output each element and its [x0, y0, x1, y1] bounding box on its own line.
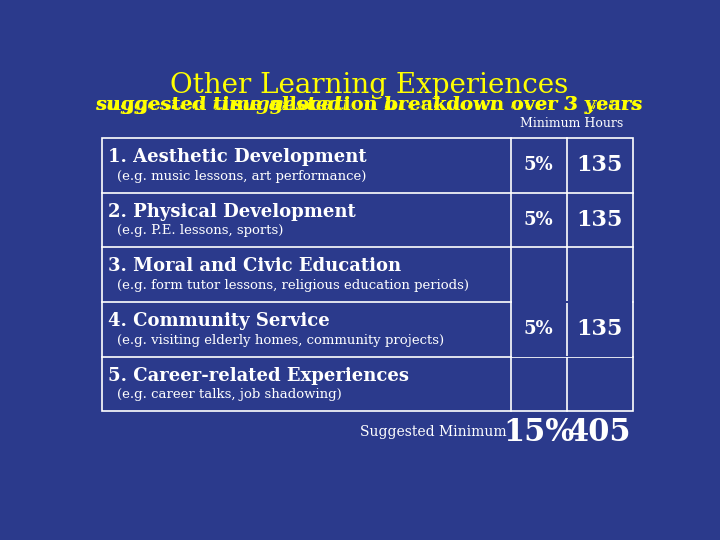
- Text: (e.g. P.E. lessons, sports): (e.g. P.E. lessons, sports): [117, 225, 284, 238]
- Text: 135: 135: [577, 318, 623, 340]
- Text: 4. Community Service: 4. Community Service: [108, 312, 330, 330]
- Text: suggested: suggested: [231, 96, 342, 114]
- Text: 1. Aesthetic Development: 1. Aesthetic Development: [108, 148, 366, 166]
- Text: 5%: 5%: [524, 320, 554, 338]
- Bar: [102, 138, 632, 411]
- Text: suggested time allocation breakdown over 3 years: suggested time allocation breakdown over…: [96, 96, 642, 114]
- Text: Suggested Minimum: Suggested Minimum: [360, 425, 507, 439]
- Text: 2. Physical Development: 2. Physical Development: [108, 202, 356, 221]
- Text: 5%: 5%: [524, 211, 554, 229]
- Text: (e.g. career talks, job shadowing): (e.g. career talks, job shadowing): [117, 388, 342, 401]
- Text: 405: 405: [568, 416, 631, 448]
- Text: 5. Career-related Experiences: 5. Career-related Experiences: [108, 367, 409, 385]
- Text: 135: 135: [577, 209, 623, 231]
- Text: (e.g. music lessons, art performance): (e.g. music lessons, art performance): [117, 170, 366, 183]
- Text: (e.g. form tutor lessons, religious education periods): (e.g. form tutor lessons, religious educ…: [117, 279, 469, 292]
- Text: suggested time allocation breakdown over 3 years: suggested time allocation breakdown over…: [120, 96, 618, 114]
- Text: 15%: 15%: [503, 416, 575, 448]
- Text: Other Learning Experiences: Other Learning Experiences: [170, 72, 568, 99]
- Text: 3. Moral and Civic Education: 3. Moral and Civic Education: [108, 258, 401, 275]
- Text: 5%: 5%: [524, 156, 554, 174]
- Text: Minimum Hours: Minimum Hours: [520, 117, 624, 130]
- Text: (e.g. visiting elderly homes, community projects): (e.g. visiting elderly homes, community …: [117, 334, 444, 347]
- Bar: [512, 356, 631, 357]
- Text: 135: 135: [577, 154, 623, 176]
- Text: suggested time allocation breakdown over 3 years: suggested time allocation breakdown over…: [96, 96, 642, 114]
- Bar: [512, 301, 631, 303]
